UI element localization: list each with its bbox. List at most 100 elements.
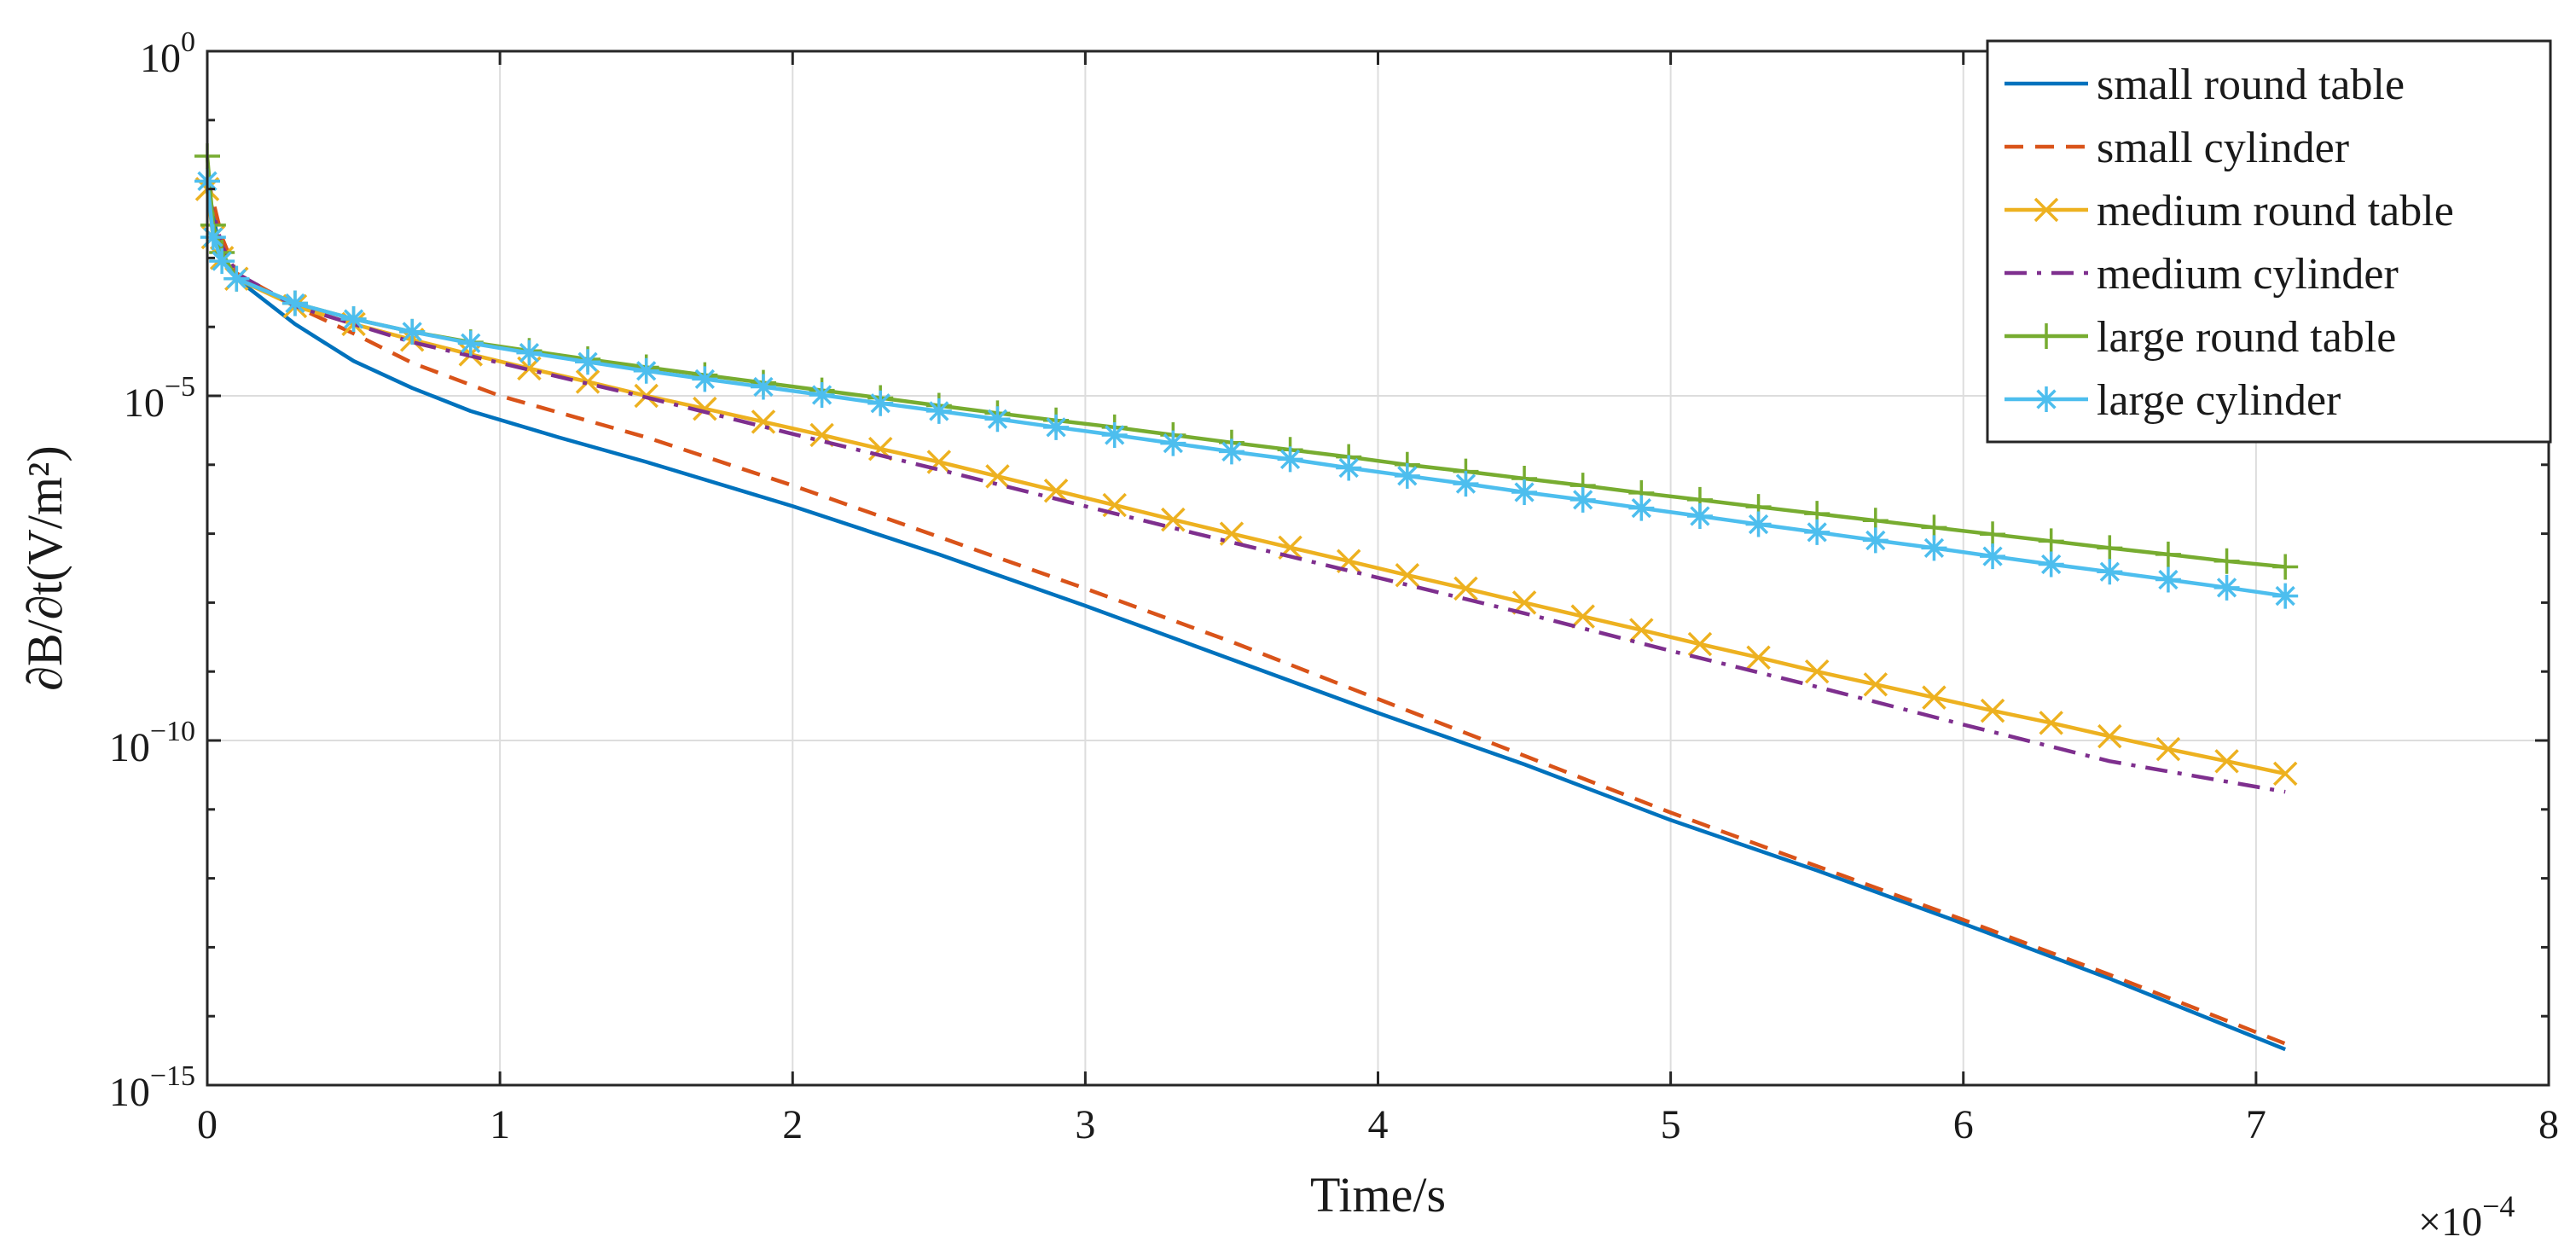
data-point [2155, 736, 2181, 762]
data-point [281, 290, 308, 316]
legend-label: small cylinder [2097, 124, 2349, 172]
x-tick-label: 3 [1075, 1102, 1095, 1147]
x-tick-labels: 0 1 2 3 4 5 6 7 8 [197, 1102, 2559, 1147]
data-point [223, 265, 250, 292]
data-point [985, 464, 1010, 489]
series-medium-cylinder [205, 189, 2286, 794]
legend: small round table small cylinder medium ro… [1986, 39, 2552, 444]
y-tick-label: 10−15 [109, 1060, 195, 1115]
data-point [399, 318, 426, 345]
data-point [1746, 645, 1771, 670]
legend-marker [2034, 386, 2059, 412]
y-tick-base: 10 [109, 1070, 150, 1115]
x-axis-label: Time/s [1310, 1167, 1446, 1222]
y-tick-base: 10 [140, 36, 181, 81]
x-axis-multiplier: ×10−4 [2418, 1189, 2515, 1245]
data-point [1394, 462, 1420, 489]
data-point [1863, 672, 1888, 697]
y-tick-exp: −10 [150, 716, 195, 747]
series-layer [194, 143, 2299, 1052]
y-tick-label: 10−10 [109, 716, 195, 770]
legend-marker [2034, 323, 2059, 349]
data-point [809, 381, 835, 408]
series-line [205, 189, 2287, 1052]
data-point [1569, 486, 1596, 513]
x-tick-label: 1 [490, 1102, 510, 1147]
data-point [209, 248, 235, 275]
ticks [206, 49, 2550, 1087]
data-point [1570, 604, 1595, 629]
data-point [2155, 541, 2181, 567]
data-point [516, 340, 542, 366]
legend-item: medium cylinder [2005, 250, 2399, 299]
legend-marker [2034, 197, 2059, 223]
data-point [1336, 455, 1362, 481]
data-point [2097, 559, 2123, 585]
data-point [1453, 471, 1479, 497]
x-tick-label: 2 [782, 1102, 803, 1147]
legend-items: small round table small cylinder medium ro… [2005, 61, 2454, 425]
data-point [2213, 574, 2240, 601]
x-multiplier-exp: −4 [2482, 1189, 2515, 1223]
data-point [340, 305, 367, 332]
data-point [2272, 583, 2299, 609]
series-line [205, 189, 2286, 794]
y-tick-label: 10−5 [124, 371, 195, 426]
x-tick-label: 5 [1661, 1102, 1681, 1147]
series-medium-round-table [194, 177, 2298, 787]
x-tick-label: 4 [1368, 1102, 1389, 1147]
data-point [1629, 618, 1654, 642]
y-tick-exp: −5 [165, 371, 195, 403]
data-point [925, 398, 952, 424]
data-point [1161, 507, 1186, 532]
legend-label: medium cylinder [2097, 250, 2399, 299]
x-tick-label: 0 [197, 1102, 218, 1147]
data-point [867, 390, 894, 416]
data-point [1160, 430, 1186, 456]
data-point [2039, 711, 2063, 735]
data-point [1804, 519, 1830, 545]
data-point [1804, 659, 1830, 684]
data-point [1922, 685, 1947, 710]
data-point [1043, 479, 1069, 503]
data-point [1277, 446, 1303, 473]
data-point [2272, 554, 2299, 580]
series-small-cylinder [205, 176, 2287, 1046]
data-point [633, 357, 659, 384]
legend-item: medium round table [2005, 187, 2454, 235]
data-point [2097, 535, 2123, 561]
x-multiplier-base: ×10 [2418, 1199, 2482, 1245]
y-tick-exp: −15 [150, 1060, 195, 1092]
data-point [1745, 511, 1772, 537]
data-point [1687, 631, 1713, 657]
y-axis-label: ∂B/∂t(V/m²) [17, 445, 73, 690]
data-point [1980, 698, 2005, 723]
data-point [2272, 761, 2298, 787]
data-point [693, 396, 717, 421]
series-line [205, 155, 2286, 569]
y-tick-base: 10 [124, 380, 165, 426]
legend-box [1986, 39, 2552, 444]
series-small-round-table [205, 189, 2287, 1052]
data-point [1921, 535, 1947, 561]
data-point [1980, 543, 2006, 570]
series-line [205, 176, 2287, 1046]
y-tick-base: 10 [109, 725, 150, 770]
legend-item: large cylinder [2005, 376, 2341, 425]
series-large-cylinder [194, 168, 2299, 609]
series-line [205, 189, 2286, 776]
data-point [457, 330, 484, 357]
series-large-round-table [194, 143, 2299, 580]
data-point [575, 369, 600, 394]
legend-label: small round table [2097, 61, 2405, 109]
data-point [2155, 566, 2181, 593]
data-point [1395, 563, 1420, 588]
data-point [2038, 528, 2064, 555]
y-tick-label: 100 [140, 26, 195, 81]
data-point [751, 409, 776, 434]
x-tick-label: 6 [1953, 1102, 1974, 1147]
data-point [984, 406, 1011, 433]
data-point [1218, 438, 1244, 465]
data-point [1862, 527, 1888, 554]
